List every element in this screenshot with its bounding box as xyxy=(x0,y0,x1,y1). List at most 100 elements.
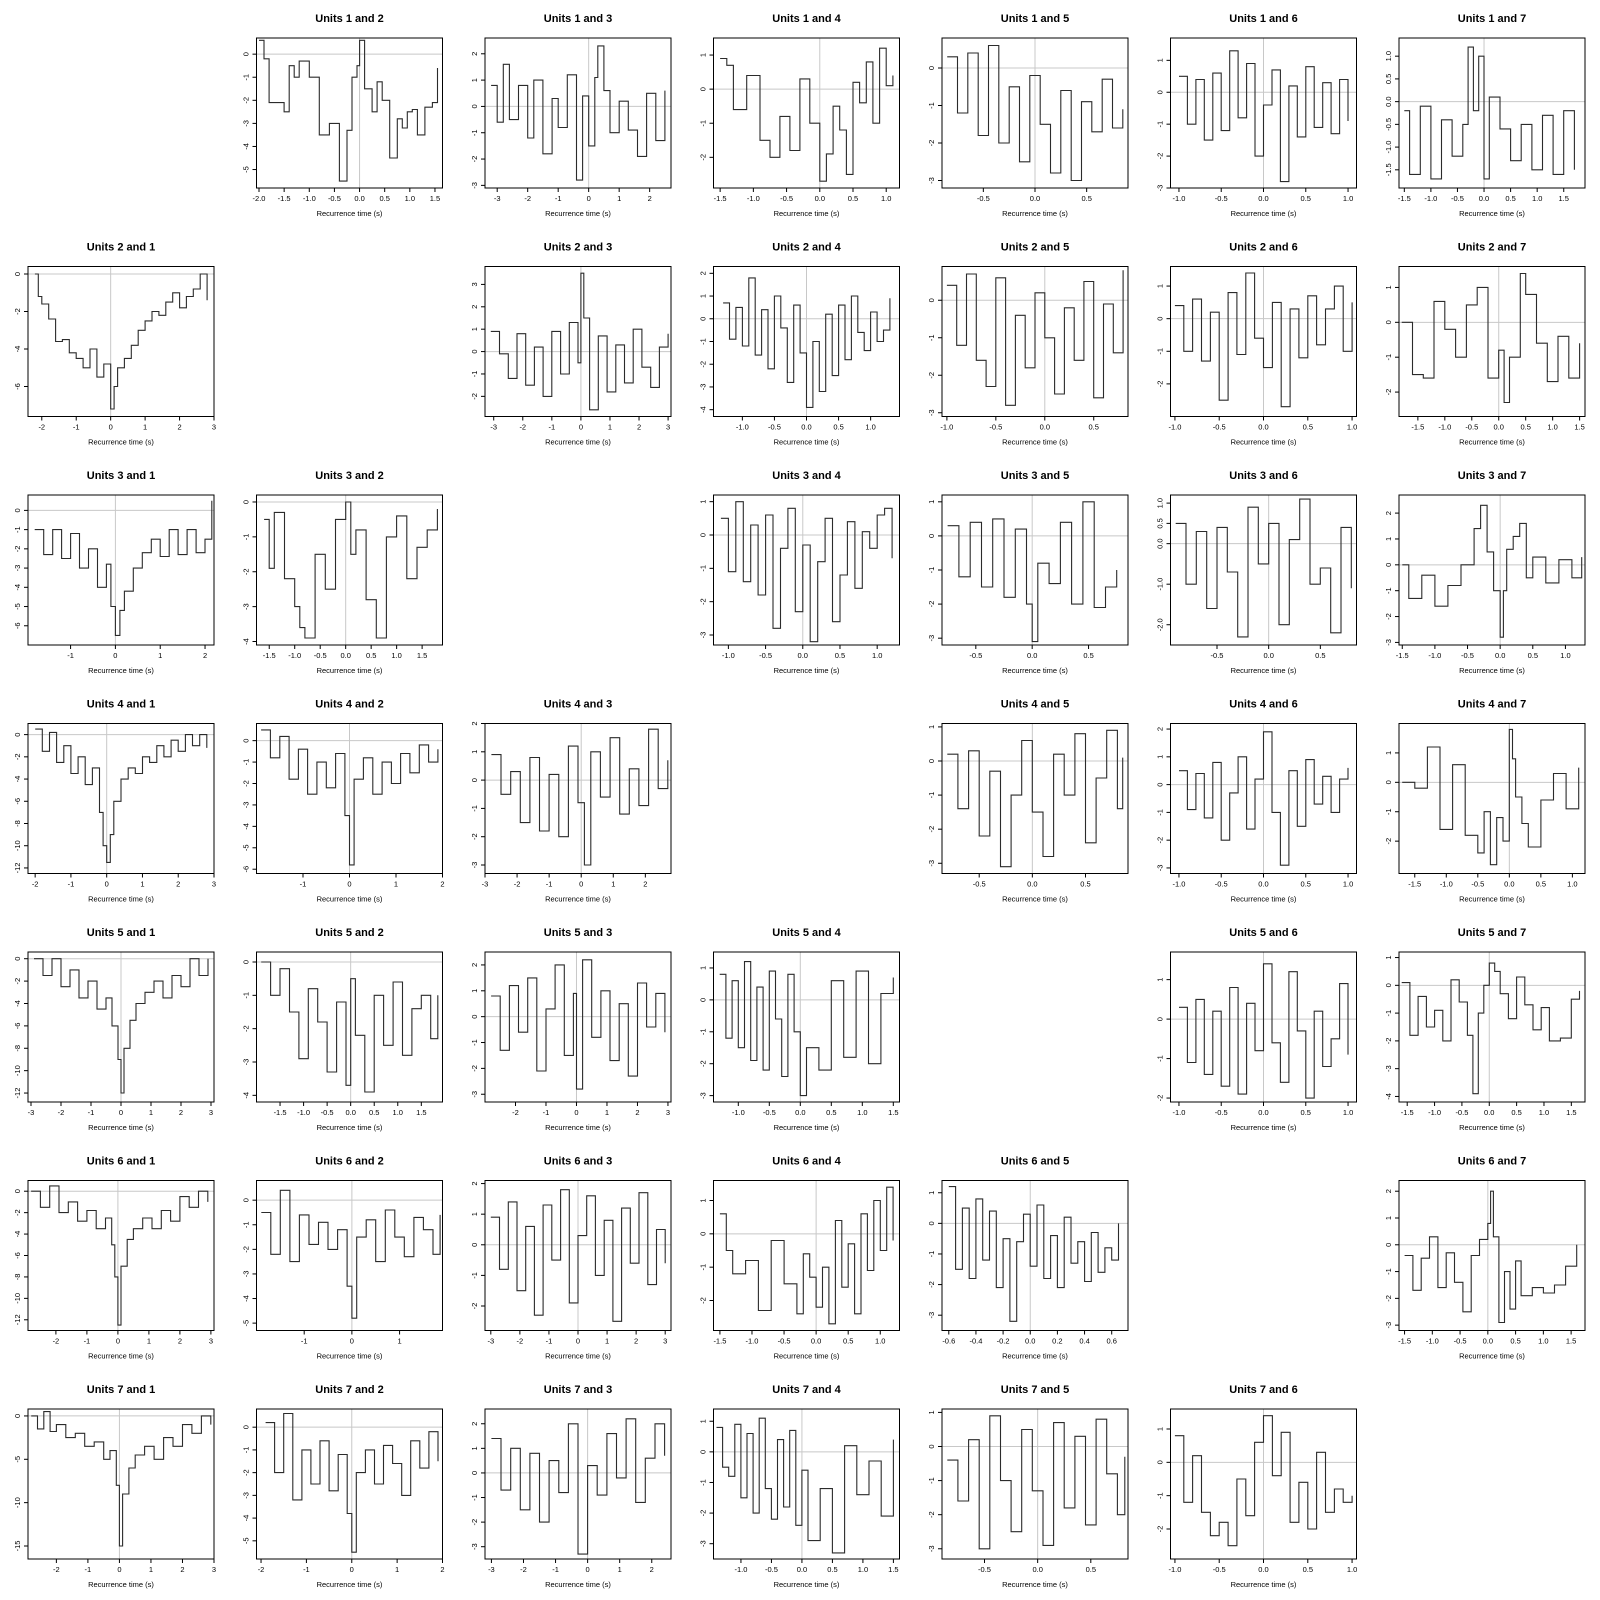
y-tick-label: 1 xyxy=(1384,1216,1393,1220)
y-tick-label: -5 xyxy=(13,1456,22,1463)
chart-panel: Units 5 and 4 -1.0 -0.5 0.0 0.5 1.0 1.5 -3 -2 -1 0… xyxy=(699,927,900,1132)
x-tick-label: -0.5 xyxy=(1213,423,1226,432)
x-tick-label: 1.0 xyxy=(1539,1108,1549,1117)
chart-title: Units 6 and 2 xyxy=(315,1156,383,1168)
y-tick-label: 1 xyxy=(470,1446,479,1450)
y-tick-label: -2 xyxy=(699,1060,708,1067)
x-tick-label: 1.0 xyxy=(1567,880,1577,889)
y-tick-label: -2 xyxy=(699,598,708,605)
x-tick-label: 1.5 xyxy=(888,1565,898,1574)
chart-title: Units 4 and 2 xyxy=(315,699,383,711)
y-tick-label: -3 xyxy=(470,862,479,869)
x-tick-label: -1 xyxy=(301,1337,308,1346)
y-tick-label: -4 xyxy=(1384,1093,1393,1100)
x-tick-label: 0.0 xyxy=(798,651,808,660)
chart-panel: Units 1 and 3 -3 -2 -1 0 1 2 -3 -2 -1 0 1 2 Recurrenc… xyxy=(470,13,672,218)
y-tick-label: -3 xyxy=(927,1312,936,1319)
chart-panel: Units 6 and 1-2 -1 0 1 2 3-12-10-8-6-4-20Recu… xyxy=(13,1156,215,1361)
chart-title: Units 3 and 7 xyxy=(1458,470,1526,482)
chart-panel: Units 4 and 2 -1 0 1 2 -6 -5 -4 -3 -2 -1 0 Recurrenc… xyxy=(242,699,445,904)
y-tick-label: 1 xyxy=(1384,537,1393,541)
x-axis-label: Recurrence time (s) xyxy=(1459,895,1525,904)
y-tick-label: -2 xyxy=(927,826,936,833)
recurrence-step-line xyxy=(719,1186,894,1325)
x-tick-label: -0.5 xyxy=(314,651,327,660)
x-tick-label: -3 xyxy=(487,1337,494,1346)
chart-title: Units 2 and 5 xyxy=(1001,242,1069,254)
y-tick-label: -1 xyxy=(927,567,936,574)
plot-frame xyxy=(256,1408,443,1560)
y-tick-label: 1 xyxy=(699,1419,708,1423)
recurrence-step-line xyxy=(1404,1190,1578,1324)
x-tick-label: -2 xyxy=(512,1108,519,1117)
recurrence-step-line xyxy=(490,272,669,411)
x-axis-label: Recurrence time (s) xyxy=(88,1352,154,1361)
x-tick-label: -1 xyxy=(549,423,556,432)
x-tick-label: 3 xyxy=(212,880,216,889)
y-tick-label: -3 xyxy=(242,1059,251,1066)
y-tick-label: -3 xyxy=(1384,1065,1393,1072)
y-tick-label: 0 xyxy=(1156,1017,1165,1021)
y-tick-label: -3 xyxy=(13,565,22,572)
x-tick-label: 1 xyxy=(617,194,621,203)
chart-panel: Units 3 and 6 -0.5 0.0 0.5 -2.0 -1.0 0.0 0.5 1.0… xyxy=(1156,470,1357,675)
x-tick-label: -1.0 xyxy=(746,1337,759,1346)
y-tick-label: -3 xyxy=(1156,865,1165,872)
x-tick-label: -1.0 xyxy=(940,423,953,432)
chart-title: Units 2 and 3 xyxy=(544,242,612,254)
x-tick-label: -1.5 xyxy=(1401,1108,1414,1117)
y-tick-label: -3 xyxy=(1156,185,1165,192)
x-tick-label: 0.0 xyxy=(340,651,350,660)
chart-title: Units 4 and 5 xyxy=(1001,699,1069,711)
x-tick-label: -1.0 xyxy=(288,651,301,660)
x-tick-label: -0.5 xyxy=(1211,651,1224,660)
y-tick-label: 0 xyxy=(927,759,936,763)
x-tick-label: 0.0 xyxy=(345,1108,355,1117)
y-tick-label: -4 xyxy=(242,1295,251,1302)
y-tick-label: 1 xyxy=(927,1410,936,1414)
x-axis-label: Recurrence time (s) xyxy=(317,209,383,218)
x-tick-label: -2 xyxy=(519,423,526,432)
x-tick-label: -0.5 xyxy=(977,194,990,203)
x-tick-label: 2 xyxy=(179,1108,183,1117)
y-tick-label: -4 xyxy=(13,776,22,783)
x-tick-label: 0.5 xyxy=(848,194,858,203)
y-tick-label: -5 xyxy=(242,1320,251,1327)
x-tick-label: -0.5 xyxy=(989,423,1002,432)
x-tick-label: -0.5 xyxy=(978,1565,991,1574)
y-tick-label: -2 xyxy=(1156,381,1165,388)
y-tick-label: 1 xyxy=(1384,285,1393,289)
x-tick-label: 1.0 xyxy=(857,1108,867,1117)
y-tick-label: -1 xyxy=(242,534,251,541)
plot-frame xyxy=(27,723,215,874)
x-tick-label: -0.5 xyxy=(1471,880,1484,889)
x-tick-label: 1.0 xyxy=(1560,651,1570,660)
x-tick-label: 1 xyxy=(143,423,147,432)
chart-panel: Units 7 and 6 -1.0 -0.5 0.0 0.5 1.0 -2 -1 0 1 Recu… xyxy=(1156,1384,1358,1589)
x-tick-label: -1.0 xyxy=(1168,423,1181,432)
x-tick-label: -1.0 xyxy=(1428,1108,1441,1117)
recurrence-step-line xyxy=(34,273,208,410)
y-tick-label: 2 xyxy=(470,963,479,967)
chart-panel: Units 3 and 4 -1.0 -0.5 0.0 0.5 1.0 -3 -2 -1 0 1 Re… xyxy=(699,470,900,675)
y-tick-label: -1 xyxy=(699,338,708,345)
chart-title: Units 3 and 4 xyxy=(772,470,841,482)
recurrence-step-line xyxy=(491,959,666,1090)
y-tick-label: -2 xyxy=(699,1297,708,1304)
recurrence-step-line xyxy=(1402,504,1583,638)
y-tick-label: -10 xyxy=(13,1293,22,1304)
plot-frame xyxy=(256,1180,443,1331)
y-tick-label: -2 xyxy=(242,568,251,575)
y-tick-label: 1.0 xyxy=(1156,498,1165,508)
x-tick-label: 0.0 xyxy=(1263,651,1273,660)
y-tick-label: 0 xyxy=(1156,1460,1165,1464)
y-tick-label: 0 xyxy=(470,1015,479,1019)
y-tick-label: -5 xyxy=(242,166,251,173)
x-tick-label: -0.5 xyxy=(1455,1108,1468,1117)
y-tick-label: 0 xyxy=(1156,317,1165,321)
x-tick-label: -0.4 xyxy=(969,1337,982,1346)
x-tick-label: -1 xyxy=(543,1108,550,1117)
chart-title: Units 6 and 7 xyxy=(1458,1156,1526,1168)
x-tick-label: -1.0 xyxy=(734,1565,747,1574)
x-tick-label: 1.0 xyxy=(872,651,882,660)
